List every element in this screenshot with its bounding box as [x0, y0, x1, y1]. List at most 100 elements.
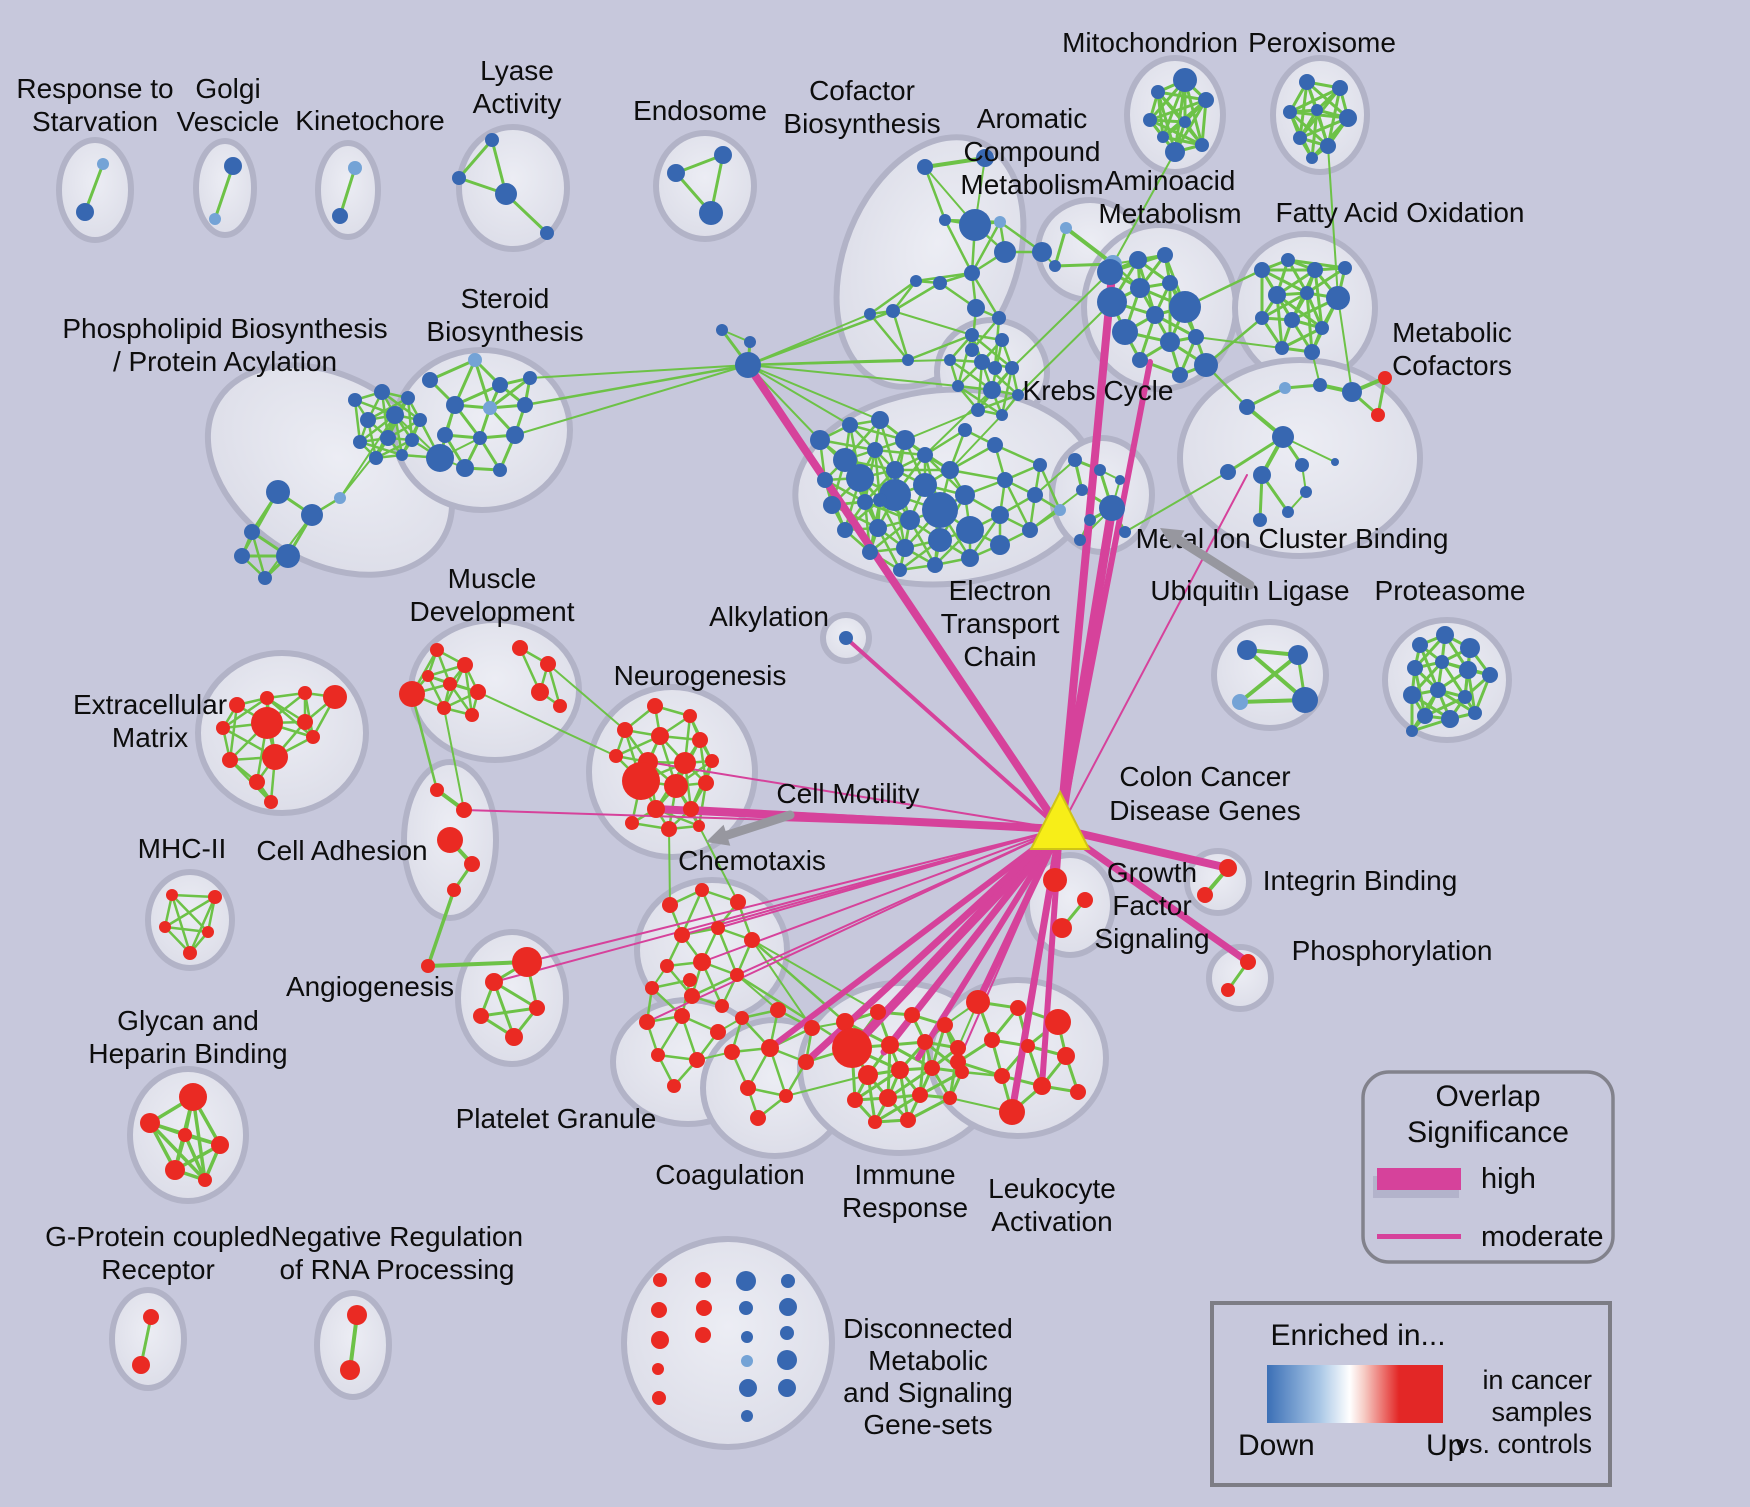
- gene-set-node: [348, 393, 362, 407]
- gene-set-node: [165, 1160, 185, 1180]
- cluster-label-growth-factor-signaling: Growth Factor Signaling: [1094, 857, 1209, 954]
- gene-set-node: [1027, 487, 1043, 503]
- gene-set-node: [216, 721, 230, 735]
- gene-set-node: [360, 412, 376, 428]
- gene-set-node: [950, 1040, 966, 1056]
- gene-set-node: [881, 1036, 899, 1054]
- cluster-label-fatty-acid-oxidation: Fatty Acid Oxidation: [1275, 197, 1524, 228]
- enriched-legend-title: Enriched in...: [1270, 1319, 1445, 1352]
- gene-set-node: [446, 396, 464, 414]
- cluster-label-disconnected-gene-sets: Disconnected Metabolic and Signaling Gene-s…: [843, 1313, 1013, 1440]
- edge-mhc-ii: [170, 893, 217, 899]
- gene-set-node: [422, 372, 438, 388]
- gene-set-node: [1237, 640, 1257, 660]
- gene-set-node: [777, 1350, 797, 1370]
- gene-set-node: [674, 927, 690, 943]
- gene-set-node: [1403, 686, 1421, 704]
- gene-set-node: [531, 683, 549, 701]
- cluster-label-aminoacid-metabolism: Aminoacid Metabolism: [1098, 165, 1241, 229]
- gene-set-node: [939, 214, 951, 226]
- gene-set-node: [323, 685, 347, 709]
- gene-set-node: [1198, 92, 1214, 108]
- overlap-edge-high: [1056, 825, 1232, 872]
- gene-set-node: [1162, 275, 1178, 291]
- edge-fatty-acid-oxidation: [1280, 326, 1324, 350]
- gene-set-node: [864, 308, 876, 320]
- overlap-edge-high: [767, 826, 1063, 1051]
- overlap-legend-title: Overlap Significance: [1407, 1080, 1569, 1149]
- gene-set-node: [684, 988, 700, 1004]
- gene-set-node: [652, 1391, 666, 1405]
- gene-set-node: [705, 754, 719, 768]
- overlap-edge-high: [1055, 503, 1117, 834]
- gene-set-node: [209, 213, 221, 225]
- moderate-label: moderate: [1481, 1221, 1604, 1253]
- gene-set-node: [229, 697, 245, 713]
- gene-set-node: [413, 413, 427, 427]
- edge-cofactor-biosynthesis: [868, 279, 918, 316]
- gene-set-node: [437, 427, 453, 443]
- gene-set-node: [258, 571, 272, 585]
- gene-set-node: [891, 1061, 909, 1079]
- overlap-edge-high: [1056, 260, 1117, 833]
- inter-cluster-edge: [1034, 459, 1076, 496]
- overlap-edge-high: [744, 361, 1064, 833]
- gene-set-node: [842, 417, 858, 433]
- gene-set-node: [1412, 637, 1428, 653]
- gene-set-node: [693, 953, 711, 971]
- cluster-ellipse-disconnected-gene-sets: [621, 1236, 835, 1450]
- gene-set-node: [696, 1300, 712, 1316]
- gene-set-node: [1313, 378, 1327, 392]
- gene-set-node: [179, 1083, 207, 1111]
- gene-set-node: [1132, 352, 1148, 368]
- cluster-label-kinetochore: Kinetochore: [295, 105, 444, 136]
- gene-set-node: [698, 775, 714, 791]
- gene-set-node: [244, 524, 260, 540]
- cluster-label-leukocyte-activation: Leukocyte Activation: [988, 1173, 1116, 1237]
- gene-set-node: [1169, 291, 1201, 323]
- gene-set-node: [1306, 152, 1318, 164]
- gene-set-node: [740, 1080, 756, 1096]
- gene-set-node: [730, 894, 746, 910]
- cluster-label-peroxisome: Peroxisome: [1248, 27, 1396, 58]
- inter-cluster-edge: [1195, 336, 1283, 349]
- inter-cluster-edge: [1337, 297, 1353, 393]
- gene-set-node: [976, 149, 994, 167]
- gene-set-node: [1173, 68, 1197, 92]
- gene-set-node: [913, 473, 937, 497]
- edge-peroxisome: [1288, 110, 1330, 148]
- cluster-label-response-to-starvation: Response to Starvation: [16, 73, 173, 137]
- gene-set-node: [334, 492, 346, 504]
- gene-set-node: [1430, 682, 1446, 698]
- gene-set-node: [992, 311, 1006, 325]
- gene-set-node: [1033, 1077, 1051, 1095]
- gene-set-node: [928, 528, 952, 552]
- gene-set-node: [1300, 486, 1312, 498]
- gene-set-node: [639, 1014, 655, 1030]
- gene-set-node: [873, 493, 887, 507]
- gene-set-node: [994, 216, 1006, 228]
- gene-set-node: [1240, 954, 1256, 970]
- edge-cofactor-biosynthesis: [891, 281, 942, 313]
- gene-set-node: [645, 981, 659, 995]
- edge-fatty-acid-oxidation: [1305, 291, 1314, 354]
- gene-set-node: [297, 714, 313, 730]
- edge-mhc-ii: [163, 925, 210, 934]
- inter-cluster-edge: [785, 1074, 869, 1097]
- gene-set-node: [1045, 1009, 1071, 1035]
- gene-set-node: [143, 1309, 159, 1325]
- inter-cluster-edge: [698, 825, 739, 903]
- gene-set-node: [1012, 389, 1024, 401]
- gene-set-node: [1378, 371, 1392, 385]
- gene-set-node: [917, 1034, 933, 1050]
- gene-set-node: [399, 681, 425, 707]
- gene-set-node: [730, 968, 744, 982]
- gene-set-node: [781, 1274, 795, 1288]
- gene-set-node: [1112, 319, 1138, 345]
- gene-set-node: [301, 504, 323, 526]
- edge-golgi-vescicle: [213, 164, 235, 221]
- gene-set-node: [1151, 85, 1165, 99]
- overlap-edge-moderate: [493, 828, 1061, 983]
- inter-cluster-edge: [443, 707, 465, 811]
- gene-set-node: [647, 800, 665, 818]
